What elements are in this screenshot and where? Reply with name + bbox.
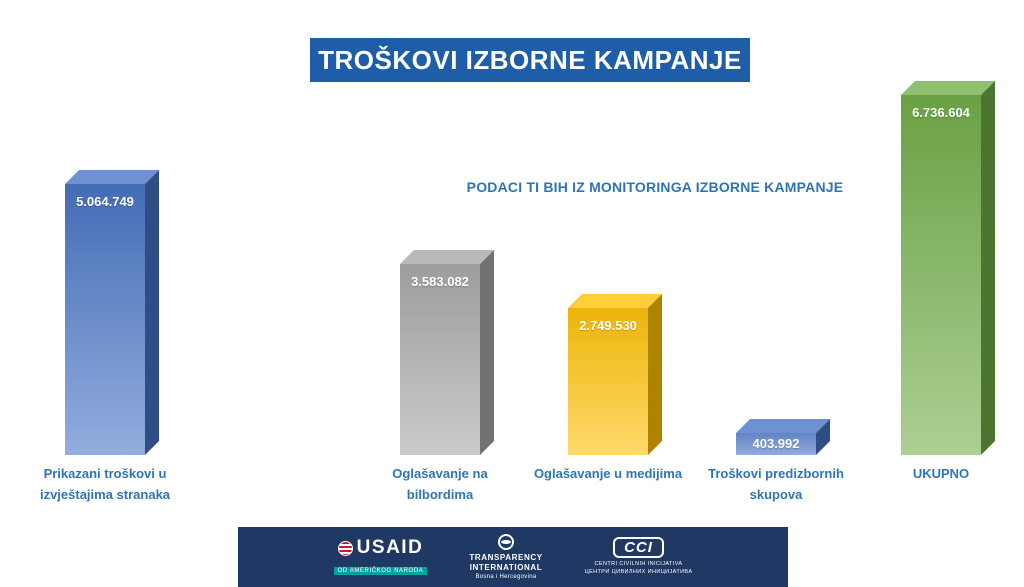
- bar-side-face: [480, 250, 494, 455]
- usaid-wordmark-row: USAID: [334, 537, 428, 559]
- usaid-tagline: OD AMERIČKOG NARODA: [333, 567, 428, 575]
- cci-logo: CCI CENTRI CIVILNIH INICIJATIVA ЦЕНТРИ Ц…: [585, 537, 693, 576]
- page-title: TROŠKOVI IZBORNE KAMPANJE: [310, 38, 750, 82]
- bar-4: 403.992: [736, 419, 830, 455]
- category-label: Oglašavanje na bilbordima: [392, 466, 488, 503]
- bar-front-face: [65, 184, 145, 455]
- category-label: Prikazani troškovi u izvještajima strana…: [39, 466, 171, 503]
- bar-top-face: [736, 419, 830, 433]
- category-label: Troškovi predizbornih skupova: [708, 466, 844, 503]
- cci-tagline-cyrillic: ЦЕНТРИ ЦИВИЛНИХ ИНИЦИЈАТИВА: [584, 569, 693, 575]
- bar-2: 3.583.082: [400, 250, 494, 455]
- usaid-wordmark: USAID: [356, 537, 424, 558]
- transparency-international-logo: TRANSPARENCY INTERNATIONAL Bosna i Herce…: [469, 534, 542, 580]
- bar-1: 5.064.749: [65, 170, 159, 455]
- bar-top-face: [901, 81, 995, 95]
- footer-bar: USAID OD AMERIČKOG NARODA TRANSPARENCY I…: [238, 527, 788, 587]
- bar-front-face: [736, 433, 816, 455]
- ti-lens-icon: [501, 540, 511, 544]
- bar-side-face: [145, 170, 159, 455]
- bar-value-label: 5.064.749: [76, 194, 134, 209]
- usaid-logo: USAID OD AMERIČKOG NARODA: [333, 537, 428, 577]
- cci-tagline-latin: CENTRI CIVILNIH INICIJATIVA: [594, 561, 683, 568]
- chart-subtitle: PODACI TI BIH IZ MONITORINGA IZBORNE KAM…: [466, 179, 844, 195]
- bar-side-face: [981, 81, 995, 455]
- usaid-emblem-icon: [337, 540, 353, 556]
- bar-value-label: 3.583.082: [411, 274, 469, 289]
- category-label: Oglašavanje u medijima: [533, 466, 683, 481]
- page-title-text: TROŠKOVI IZBORNE KAMPANJE: [318, 44, 742, 75]
- category-label: UKUPNO: [912, 466, 970, 481]
- ti-wordmark-line2: INTERNATIONAL: [469, 563, 543, 572]
- bar-value-label: 2.749.530: [579, 318, 637, 333]
- bar-side-face: [648, 294, 662, 455]
- ti-circle-icon: [498, 534, 514, 550]
- bar-5: 6.736.604: [901, 81, 995, 455]
- bar-top-face: [400, 250, 494, 264]
- bar-value-label: 403.992: [752, 436, 800, 451]
- ti-chapter-label: Bosna i Hercegovina: [475, 574, 537, 580]
- bar-3: 2.749.530: [568, 294, 662, 455]
- bar-top-face: [568, 294, 662, 308]
- bar-front-face: [568, 308, 648, 455]
- ti-wordmark-line1: TRANSPARENCY: [469, 553, 543, 562]
- bar-front-face: [400, 264, 480, 455]
- bar-front-face: [901, 95, 981, 455]
- bar-top-face: [65, 170, 159, 184]
- bar-value-label: 6.736.604: [912, 105, 970, 120]
- cci-wordmark: CCI: [613, 537, 664, 559]
